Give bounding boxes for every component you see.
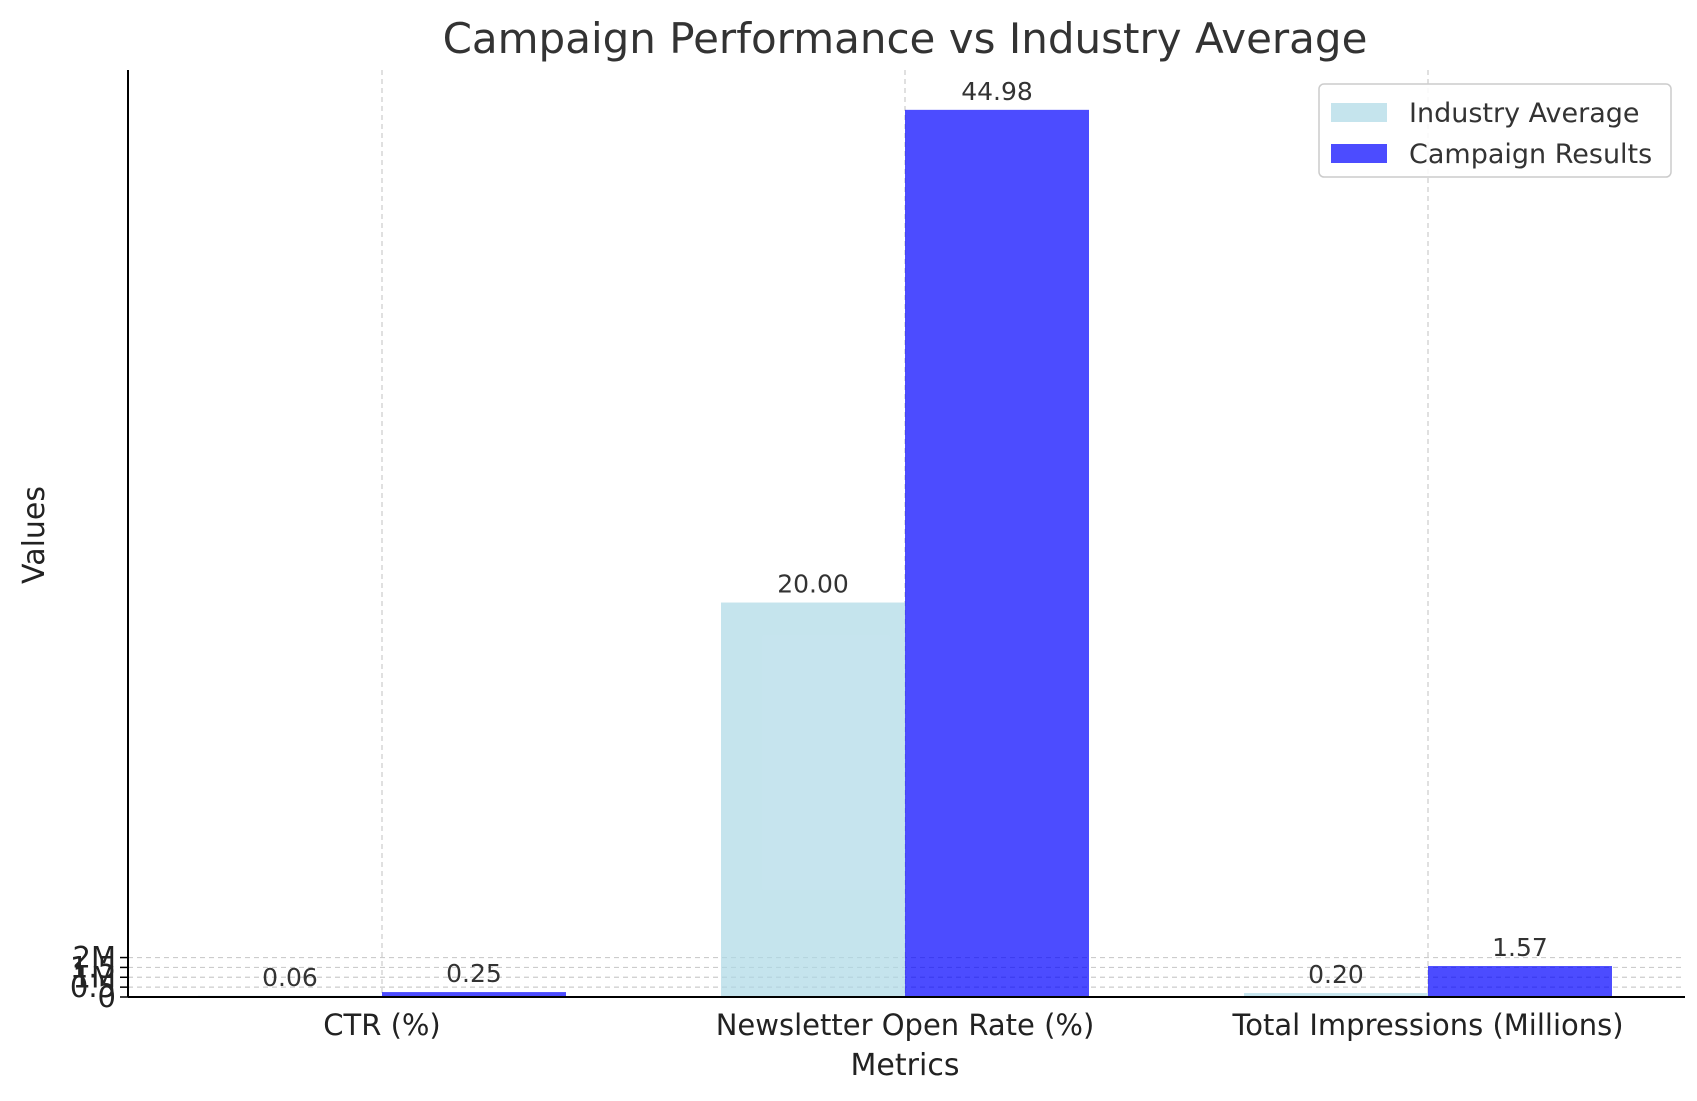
- x-tick-label-1: Newsletter Open Rate (%): [716, 1008, 1095, 1042]
- x-tick-labels: CTR (%) Newsletter Open Rate (%) Total Imp…: [323, 1008, 1623, 1042]
- data-label-industry-average-0: 0.06: [262, 963, 318, 992]
- x-tick-label-0: CTR (%): [323, 1008, 441, 1042]
- y-tick-label-1: 0.5: [70, 970, 116, 1004]
- y-axis-label: Values: [17, 486, 52, 584]
- data-label-campaign-results-0: 0.25: [446, 959, 502, 988]
- bar-industry-average-2: [1244, 993, 1428, 997]
- data-label-campaign-results-1: 44.98: [961, 77, 1033, 106]
- bar-campaign-results-2: [1428, 966, 1612, 997]
- y-tick-label-4: 2M: [73, 941, 116, 975]
- bar-industry-average-1: [721, 602, 905, 997]
- y-tick-label-2: 1M: [73, 960, 116, 994]
- bar-campaign-results-0: [382, 992, 566, 997]
- x-axis-label: Metrics: [851, 1048, 960, 1083]
- legend-box: [1318, 83, 1672, 178]
- bar-campaign-results-1: [905, 109, 1089, 997]
- y-tick-label-3: 1.5: [70, 950, 116, 984]
- data-label-industry-average-2: 0.20: [1308, 960, 1364, 989]
- legend-swatch-0: [1331, 103, 1387, 122]
- legend-label-1: Campaign Results: [1409, 139, 1652, 170]
- data-label-campaign-results-2: 1.57: [1492, 933, 1548, 962]
- legend-label-0: Industry Average: [1409, 98, 1640, 129]
- legend: Industry Average Campaign Results: [1318, 83, 1672, 178]
- chart-title: Campaign Performance vs Industry Average: [443, 14, 1368, 63]
- data-labels: 0.06 20.00 0.20 0.25 44.98 1.57: [262, 77, 1548, 992]
- legend-swatch-1: [1331, 144, 1387, 163]
- y-tick-label-0: 0: [98, 980, 116, 1014]
- x-tick-label-2: Total Impressions (Millions): [1231, 1008, 1623, 1042]
- axes: [127, 70, 1685, 998]
- data-label-industry-average-1: 20.00: [777, 570, 849, 599]
- bars: [198, 109, 1612, 997]
